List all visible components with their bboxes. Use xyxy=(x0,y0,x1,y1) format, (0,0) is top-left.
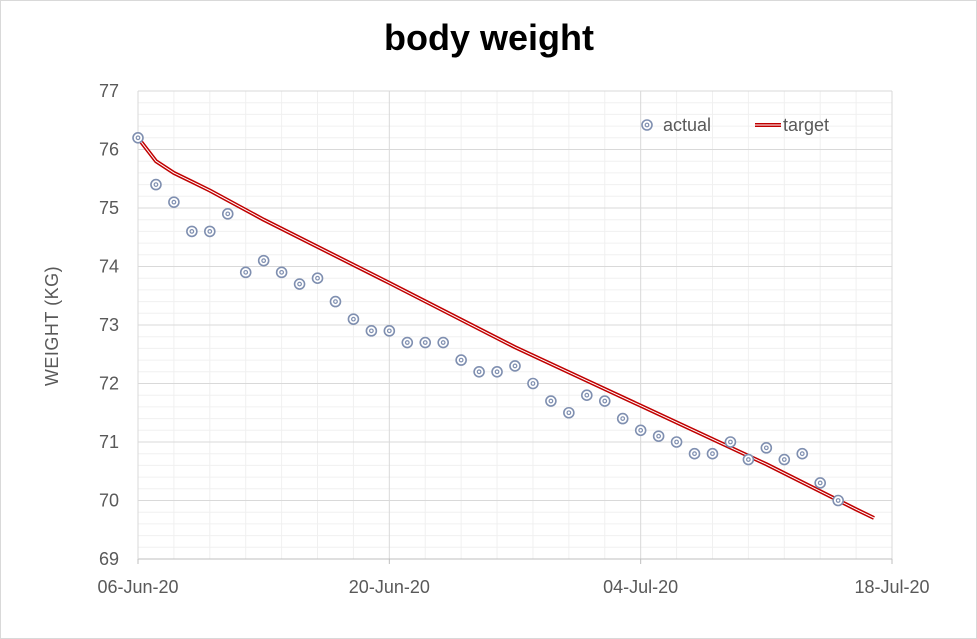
actual-point xyxy=(760,442,773,454)
actual-point xyxy=(634,424,647,437)
y-tick-label: 73 xyxy=(99,315,119,335)
actual-point xyxy=(581,389,593,402)
actual-point xyxy=(742,453,755,466)
actual-point xyxy=(401,336,414,349)
x-tick-label: 04-Jul-20 xyxy=(603,577,678,597)
actual-point xyxy=(778,453,791,466)
actual-point xyxy=(204,225,216,238)
actual-point xyxy=(473,365,485,378)
y-tick-label: 69 xyxy=(99,549,119,569)
actual-point xyxy=(365,325,378,337)
actual-point xyxy=(257,254,270,267)
actual-point xyxy=(419,336,432,349)
actual-point xyxy=(652,430,665,442)
minor-gridlines xyxy=(138,91,892,559)
actual-point xyxy=(563,406,575,419)
actual-point xyxy=(186,225,198,238)
actual-point xyxy=(688,447,701,460)
actual-point xyxy=(275,266,288,279)
target-series xyxy=(136,136,875,520)
actual-point xyxy=(545,395,557,407)
actual-point xyxy=(527,377,539,390)
actual-point xyxy=(150,178,162,191)
y-tick-label: 75 xyxy=(99,198,119,218)
legend-label-target: target xyxy=(783,115,829,135)
actual-point xyxy=(132,132,144,144)
actual-point xyxy=(724,436,737,448)
actual-point xyxy=(509,360,521,372)
y-tick-label: 70 xyxy=(99,491,119,511)
y-tick-labels: 69 70 71 72 73 74 75 76 77 xyxy=(99,81,119,569)
major-gridlines xyxy=(138,90,893,559)
actual-series xyxy=(132,132,844,507)
actual-point xyxy=(814,477,826,489)
target-line-inner xyxy=(137,137,875,519)
actual-point xyxy=(491,365,503,378)
legend-marker-actual xyxy=(641,119,653,131)
legend: actual target xyxy=(641,115,829,135)
actual-point xyxy=(311,272,324,285)
x-tick-labels: 06-Jun-20 20-Jun-20 04-Jul-20 18-Jul-20 xyxy=(97,577,929,597)
actual-point xyxy=(293,278,306,290)
actual-point xyxy=(221,208,234,220)
actual-point xyxy=(329,295,342,308)
actual-point xyxy=(670,436,683,448)
axes xyxy=(137,91,893,564)
y-tick-label: 77 xyxy=(99,81,119,101)
actual-point xyxy=(239,266,252,279)
actual-point xyxy=(832,494,844,507)
x-tick-label: 06-Jun-20 xyxy=(97,577,178,597)
actual-point xyxy=(616,412,629,425)
actual-point xyxy=(796,447,809,460)
actual-point xyxy=(706,447,719,460)
actual-point xyxy=(347,313,360,325)
y-tick-label: 72 xyxy=(99,374,119,394)
actual-point xyxy=(455,354,467,366)
legend-label-actual: actual xyxy=(663,115,711,135)
x-tick-label: 20-Jun-20 xyxy=(349,577,430,597)
y-axis-label: WEIGHT (KG) xyxy=(42,266,62,386)
target-line-outer xyxy=(136,136,875,520)
actual-point xyxy=(598,395,611,407)
chart-title: body weight xyxy=(384,17,594,58)
y-tick-label: 76 xyxy=(99,140,119,160)
actual-point xyxy=(383,325,396,337)
x-tick-label: 18-Jul-20 xyxy=(854,577,929,597)
actual-point xyxy=(437,336,449,349)
actual-point xyxy=(168,196,180,208)
y-tick-label: 74 xyxy=(99,257,119,277)
y-tick-label: 71 xyxy=(99,432,119,452)
